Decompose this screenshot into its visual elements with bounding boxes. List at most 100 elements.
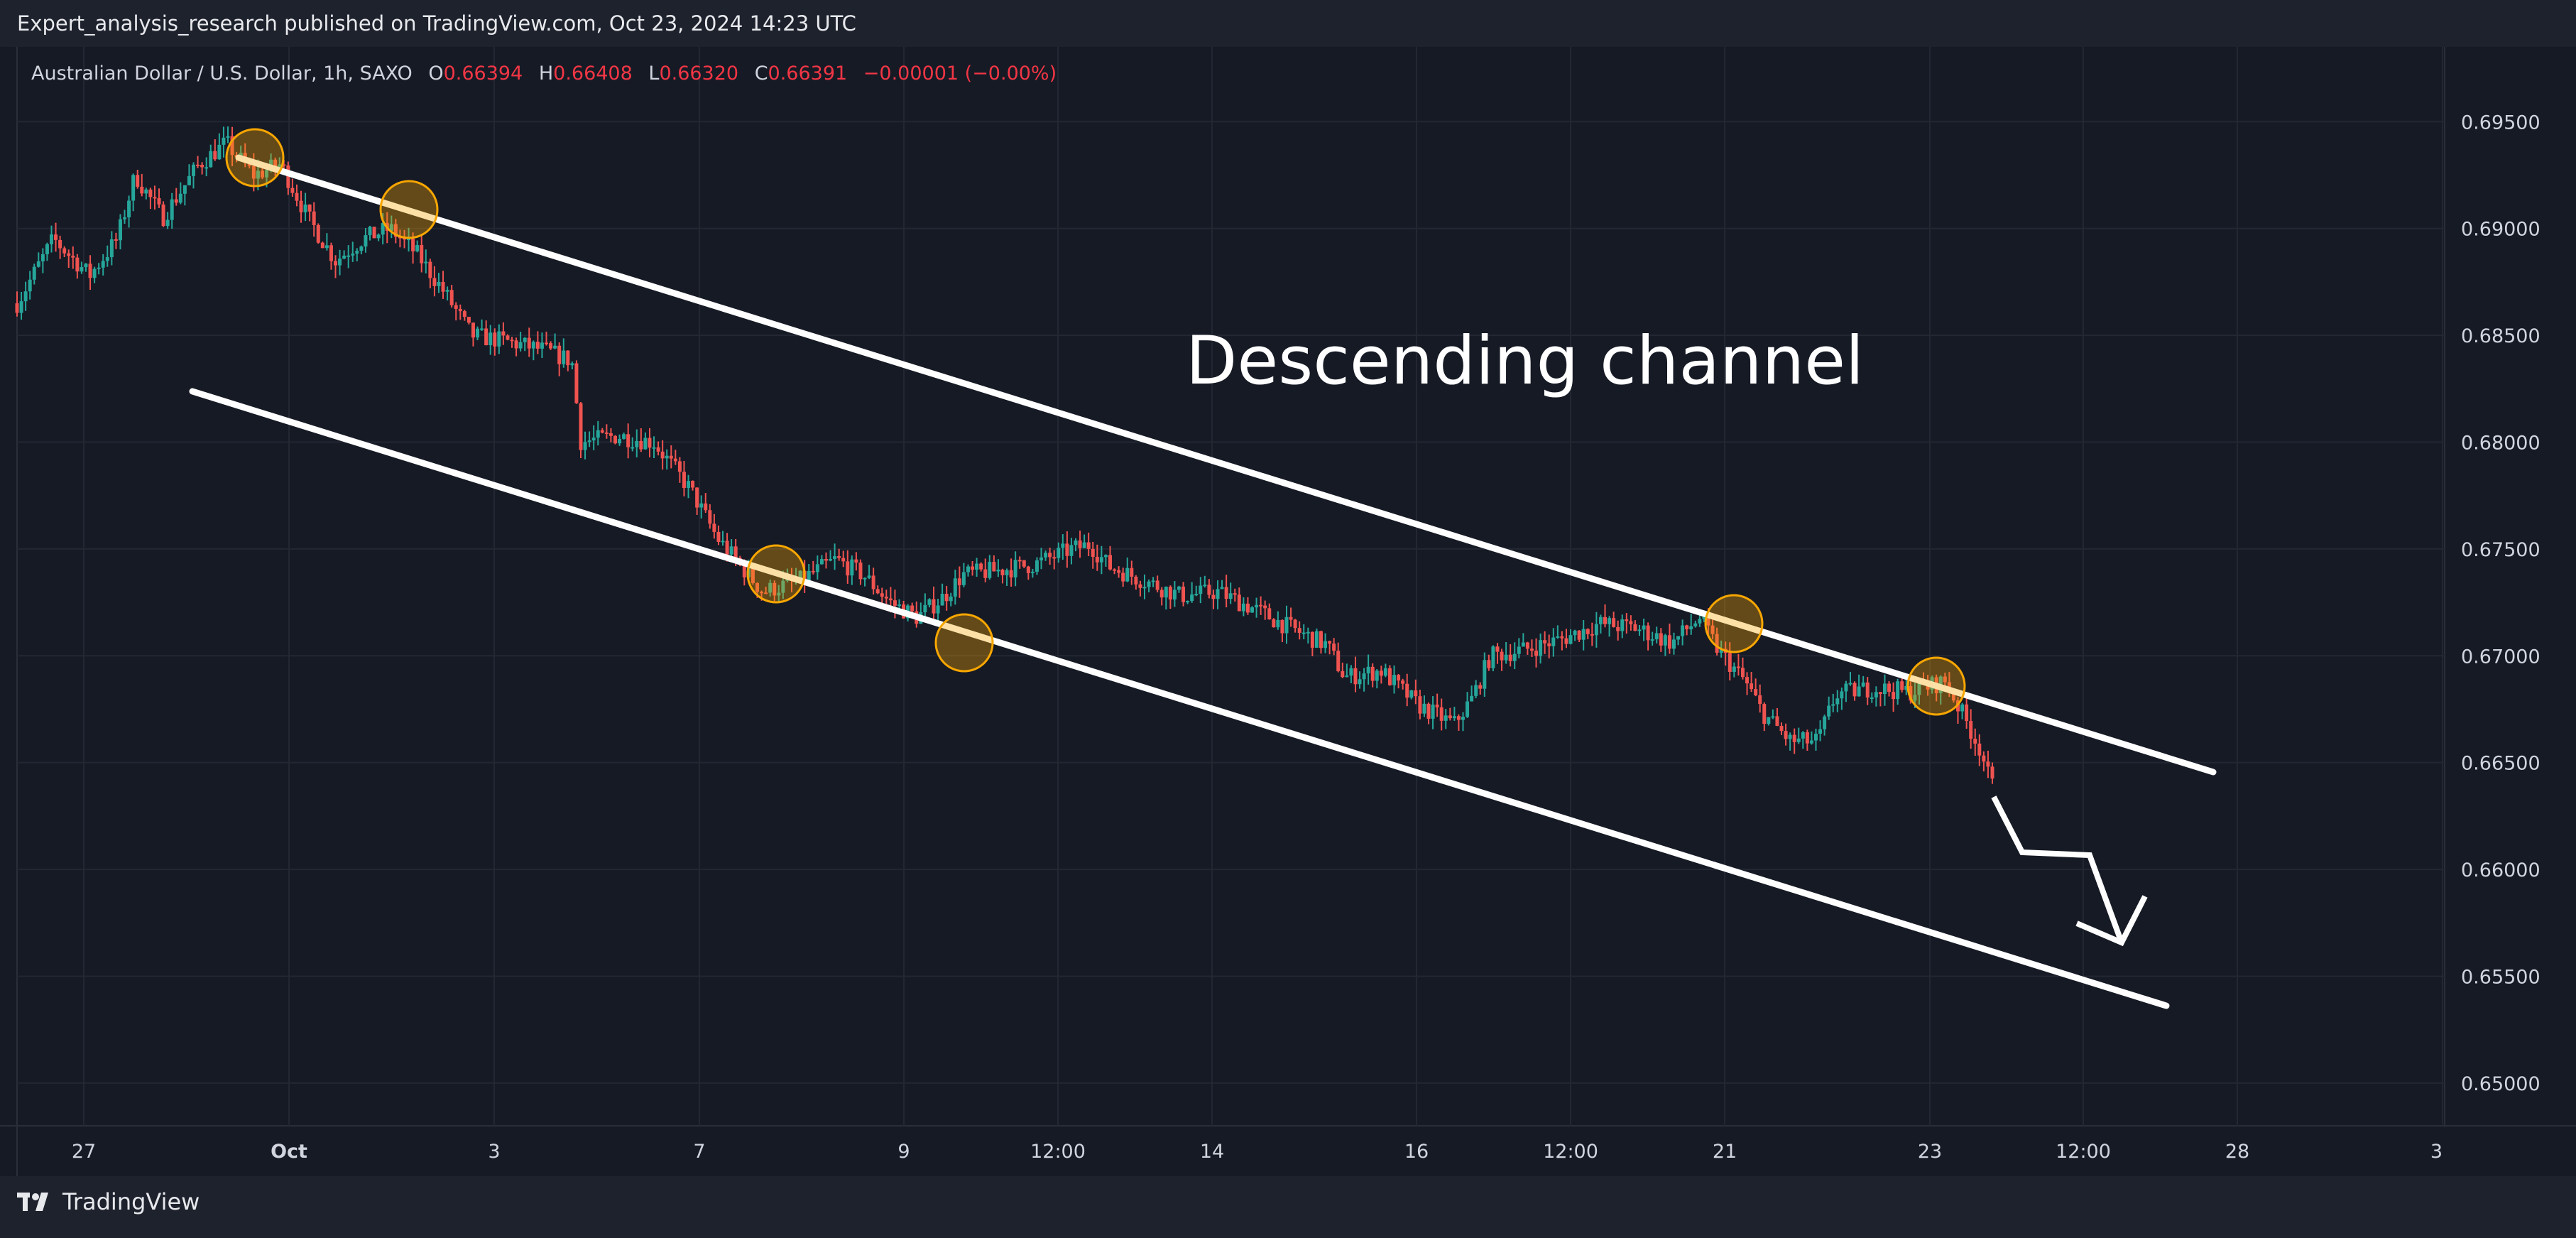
candle-body [1594, 624, 1598, 636]
open-value: 0.66394 [443, 63, 523, 85]
candle-body [1646, 625, 1650, 641]
candle-body [1130, 568, 1134, 577]
candle-body [1818, 729, 1823, 734]
tradingview-logo[interactable]: TradingView [17, 1188, 200, 1215]
candle-body [1190, 594, 1194, 602]
candle-body [153, 197, 157, 199]
candle-body [1220, 587, 1224, 590]
price-tick-label: 0.69000 [2461, 219, 2540, 241]
candle-body [1693, 623, 1698, 626]
candle-body [1796, 738, 1801, 742]
candle-body [751, 568, 755, 583]
candle-body [1086, 542, 1091, 549]
publish-info: Expert_analysis_research published on Tr… [17, 11, 856, 36]
price-axis[interactable]: 0.69500 0.69000 0.68500 0.68000 0.67500 0.670… [2461, 112, 2540, 1095]
candle-body [1560, 636, 1564, 639]
projection-arrow[interactable] [1991, 796, 2124, 944]
channel-upper-line[interactable] [235, 154, 2217, 776]
touch-marker[interactable] [1704, 594, 1764, 653]
candle-body [1517, 646, 1521, 654]
candle-body [1108, 555, 1112, 570]
time-tick-label: 7 [693, 1141, 705, 1163]
touch-marker[interactable] [379, 180, 439, 239]
annotation-text[interactable]: Descending channel [1186, 322, 1864, 400]
price-tick-label: 0.65000 [2461, 1073, 2540, 1095]
publish-bar: Expert_analysis_research published on Tr… [0, 0, 2576, 47]
candle-body [777, 592, 781, 596]
candle-body [858, 562, 863, 580]
candle-body [342, 255, 346, 259]
candle-body [1857, 686, 1861, 697]
candle-body [1620, 619, 1625, 631]
candle-body [1422, 703, 1426, 714]
candle-body [182, 185, 187, 194]
candle-body [131, 175, 136, 201]
candle-body [1913, 695, 1917, 701]
candle-body [1397, 675, 1401, 681]
candle-body [1813, 733, 1818, 741]
candle-body [957, 578, 961, 585]
candle-body [721, 541, 725, 543]
candle-body [307, 204, 312, 212]
candle-body [316, 224, 320, 243]
touch-marker[interactable] [1906, 656, 1966, 716]
candle-body [484, 328, 489, 346]
channel-lower-line[interactable] [189, 388, 2170, 1009]
candle-body [829, 558, 833, 561]
touch-marker[interactable] [934, 613, 994, 673]
candle-body [1740, 668, 1745, 678]
candle-body [1495, 646, 1500, 652]
candle-body [1474, 685, 1478, 696]
candle-body [393, 224, 398, 237]
candle-body [566, 350, 570, 366]
candle-body [1456, 716, 1461, 720]
candle-body [1017, 560, 1022, 562]
candle-body [329, 245, 333, 261]
candle-body [1405, 683, 1409, 698]
price-tick-label: 0.66500 [2461, 753, 2540, 775]
candle-body [355, 251, 359, 254]
candle-body [1199, 585, 1203, 594]
candle-body [192, 164, 196, 176]
touch-marker[interactable] [746, 544, 806, 604]
candle-body [1293, 619, 1297, 629]
candle-body [798, 570, 802, 581]
candle-body [1289, 617, 1293, 620]
candle-body [1779, 725, 1784, 732]
candle-body [226, 136, 230, 138]
candle-body [1203, 585, 1207, 587]
candle-body [1241, 603, 1245, 612]
high-label: H [538, 63, 554, 85]
close-value: 0.66391 [768, 63, 848, 85]
candle-body [1345, 675, 1349, 678]
candle-body [88, 264, 92, 278]
candle-body [1848, 683, 1852, 685]
candle-body [1035, 560, 1039, 572]
touch-marker[interactable] [225, 128, 285, 188]
time-tick-label: Oct [271, 1141, 307, 1163]
candle-body [174, 199, 178, 203]
candle-body [1284, 617, 1289, 634]
candle-body [466, 317, 471, 323]
candle-body [1698, 619, 1702, 624]
candle-body [1065, 543, 1069, 556]
symbol-label[interactable]: Australian Dollar / U.S. Dollar, 1h, SAX… [31, 63, 413, 85]
candle-body [570, 363, 574, 366]
candle-body [1551, 637, 1556, 646]
candle-body [1117, 570, 1121, 573]
candle-body [1147, 581, 1151, 587]
candle-body [1332, 644, 1336, 651]
candle-body [140, 186, 144, 194]
candle-body [359, 246, 364, 251]
candle-body [1013, 560, 1017, 577]
candle-body [1577, 630, 1581, 640]
candle-body [1676, 636, 1681, 640]
time-axis[interactable]: 27 Oct 3 7 9 12:00 14 16 12:00 21 23 12:00 28 30 [72, 1127, 2576, 1176]
candle-body [1159, 590, 1164, 598]
price-axis-panel [2445, 47, 2576, 1126]
candle-body [1005, 570, 1009, 575]
candle-body [510, 340, 514, 342]
candle-body [1366, 666, 1370, 674]
candle-body [1750, 683, 1754, 690]
